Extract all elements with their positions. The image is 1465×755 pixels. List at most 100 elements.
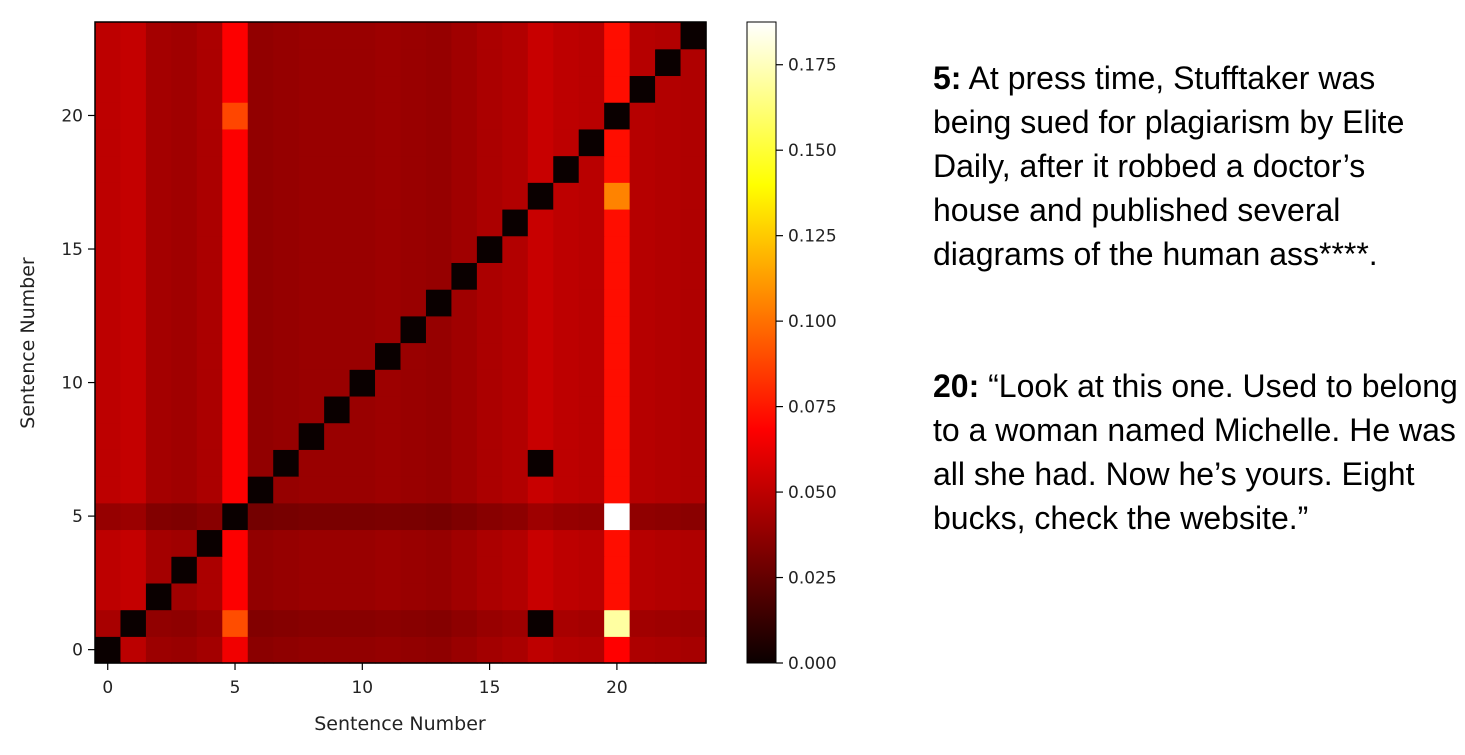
heatmap-cell [95, 556, 122, 584]
heatmap-cell [527, 556, 554, 584]
heatmap-cell [145, 155, 172, 183]
heatmap-cell [502, 208, 529, 237]
heatmap-cell [680, 342, 707, 370]
heatmap-cells [95, 22, 707, 664]
heatmap-cell [375, 582, 402, 611]
heatmap-cell [273, 556, 300, 584]
quote-text: At press time, Stufftaker was being sued… [933, 60, 1405, 272]
heatmap-cell [196, 582, 223, 611]
heatmap-cell [425, 75, 453, 103]
heatmap-cell [145, 342, 172, 370]
heatmap-cell [120, 395, 147, 424]
heatmap-cell [451, 342, 478, 370]
heatmap-cell [451, 369, 478, 397]
heatmap-cell [527, 369, 554, 397]
heatmap-cell [273, 502, 300, 531]
heatmap-cell [324, 155, 351, 183]
heatmap-cell [502, 22, 529, 50]
heatmap-cell [247, 182, 274, 210]
heatmap-cell [375, 369, 402, 397]
heatmap-cell [425, 48, 453, 77]
heatmap-cell [247, 342, 274, 370]
heatmap-cell [604, 48, 631, 77]
heatmap-cell [553, 262, 580, 290]
heatmap-cell [476, 102, 503, 130]
heatmap-cell [145, 395, 172, 424]
heatmap-cell [298, 582, 325, 611]
heatmap-cell [247, 476, 274, 504]
heatmap-cell [680, 128, 707, 157]
heatmap-cell [171, 502, 198, 531]
heatmap-cell [451, 449, 478, 477]
heatmap-cell [451, 75, 478, 103]
heatmap-cell [171, 395, 198, 424]
heatmap-cell [95, 155, 122, 183]
heatmap-cell [553, 582, 580, 611]
heatmap-cell [171, 128, 198, 157]
heatmap-cell [476, 155, 503, 183]
heatmap-cell [629, 48, 656, 77]
heatmap-cell [476, 449, 503, 477]
heatmap-cell [95, 262, 122, 290]
heatmap-cell [629, 449, 656, 477]
heatmap-cell [655, 262, 682, 290]
heatmap-cell [171, 582, 198, 611]
heatmap-cell [171, 182, 198, 210]
heatmap-cell [476, 395, 503, 424]
heatmap-cell [145, 235, 172, 263]
heatmap-cell [680, 182, 707, 210]
heatmap-cell [680, 582, 707, 611]
heatmap-cell [196, 262, 223, 290]
heatmap-cell [629, 75, 656, 103]
heatmap-cell [604, 182, 631, 210]
heatmap-cell [349, 289, 376, 317]
heatmap-cell [502, 502, 529, 531]
heatmap-cell [578, 48, 605, 77]
heatmap-cell [324, 476, 351, 504]
heatmap-cell [298, 208, 325, 237]
heatmap-cell [222, 556, 249, 584]
heatmap-cell [120, 102, 147, 130]
heatmap-cell [604, 636, 631, 664]
heatmap-cell [247, 556, 274, 584]
heatmap-cell [425, 476, 453, 504]
heatmap-cell [324, 529, 351, 557]
colorbar [746, 21, 777, 664]
heatmap-cell [196, 155, 223, 183]
heatmap-cell [196, 449, 223, 477]
heatmap-cell [95, 289, 122, 317]
heatmap-cell [578, 128, 605, 157]
heatmap-cell [502, 449, 529, 477]
heatmap-cell [298, 262, 325, 290]
heatmap-cell [196, 182, 223, 210]
heatmap-cell [222, 636, 249, 664]
heatmap-cell [375, 609, 402, 637]
heatmap-cell [655, 75, 682, 103]
heatmap-cell [222, 208, 249, 237]
heatmap-cell [527, 529, 554, 557]
heatmap-cell [247, 48, 274, 77]
heatmap-cell [400, 342, 427, 370]
y-axis-label: Sentence Number [17, 257, 39, 429]
heatmap-cell [400, 449, 427, 477]
heatmap-cell [120, 502, 147, 531]
heatmap-cell [553, 502, 580, 531]
heatmap-cell [655, 208, 682, 237]
heatmap-cell [655, 582, 682, 611]
heatmap-cell [247, 235, 274, 263]
heatmap-cell [451, 395, 478, 424]
heatmap-cell [273, 102, 300, 130]
heatmap-cell [629, 289, 656, 317]
x-axis-label: Sentence Number [314, 713, 486, 735]
x-tick-label: 10 [351, 678, 373, 698]
heatmap-cell [476, 128, 503, 157]
heatmap-cell [375, 289, 402, 317]
heatmap-cell [324, 422, 351, 450]
heatmap-cell [400, 369, 427, 397]
heatmap-cell [95, 395, 122, 424]
heatmap-cell [527, 636, 554, 664]
heatmap-cell [273, 75, 300, 103]
heatmap-cell [553, 529, 580, 557]
heatmap-cell [95, 342, 122, 370]
heatmap-cell [578, 235, 605, 263]
